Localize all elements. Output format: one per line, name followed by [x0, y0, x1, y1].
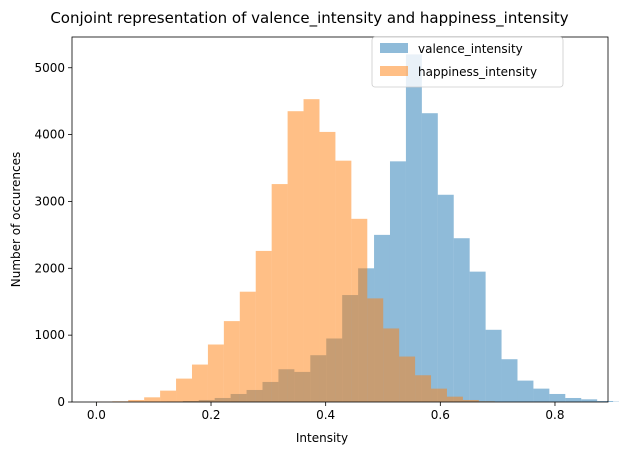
- bar-valence-23: [533, 388, 550, 402]
- x-tick-label-3: 0.6: [431, 408, 450, 422]
- y-tick-label-3: 3000: [34, 194, 65, 208]
- y-axis: 0 1000 2000 3000 4000 5000: [34, 61, 72, 409]
- bar-happiness-7: [207, 344, 224, 402]
- legend-label-valence: valence_intensity: [418, 42, 523, 56]
- y-tick-label-2: 2000: [34, 261, 65, 275]
- bar-valence-27: [597, 400, 614, 402]
- bar-valence-20: [485, 329, 502, 402]
- bar-happiness-11: [271, 184, 288, 402]
- x-axis-label: Intensity: [296, 431, 348, 445]
- legend: valence_intensity happiness_intensity: [371, 36, 564, 88]
- bar-happiness-5: [176, 378, 192, 402]
- bar-happiness-8: [223, 321, 240, 402]
- bar-happiness-15: [335, 160, 352, 402]
- bar-happiness-12: [287, 111, 304, 402]
- bar-happiness-16: [351, 218, 368, 402]
- bar-happiness-21: [431, 388, 447, 402]
- bar-happiness-20: [415, 375, 432, 402]
- bar-happiness-22: [446, 396, 463, 402]
- bar-valence-18: [453, 238, 470, 402]
- x-tick-label-4: 0.8: [545, 408, 564, 422]
- y-axis-label: Number of occurences: [9, 152, 23, 287]
- bar-valence-26: [581, 399, 598, 402]
- bar-valence-17: [437, 194, 454, 402]
- y-tick-label-4: 4000: [34, 128, 65, 142]
- bar-happiness-14: [319, 131, 336, 402]
- bar-happiness-9: [239, 291, 256, 402]
- bar-happiness-2: [128, 399, 145, 402]
- bars-layer: [96, 54, 619, 403]
- bar-valence-24: [549, 393, 566, 402]
- y-tick-label-5: 5000: [34, 61, 65, 75]
- bar-happiness-17: [367, 298, 384, 402]
- bar-valence-22: [517, 380, 534, 402]
- y-tick-label-1: 1000: [34, 328, 65, 342]
- bar-valence-15: [405, 54, 422, 402]
- bar-happiness-19: [399, 356, 416, 402]
- bar-happiness-13: [303, 99, 320, 403]
- bar-valence-16: [421, 113, 438, 402]
- x-tick-label-2: 0.4: [316, 408, 335, 422]
- bar-happiness-18: [383, 328, 400, 402]
- legend-swatch-happiness: [380, 66, 408, 76]
- y-tick-label-0: 0: [57, 395, 65, 409]
- bar-valence-21: [501, 359, 518, 402]
- bar-happiness-6: [191, 364, 208, 402]
- bar-valence-19: [469, 271, 486, 402]
- bar-happiness-23: [462, 399, 479, 402]
- x-axis: 0.0 0.2 0.4 0.6 0.8: [87, 402, 565, 422]
- bar-happiness-10: [255, 250, 272, 402]
- bar-valence-25: [565, 397, 582, 402]
- plot-frame: [71, 36, 609, 403]
- x-tick-label-1: 0.2: [201, 408, 220, 422]
- x-tick-label-0: 0.0: [87, 408, 106, 422]
- bar-happiness-4: [160, 390, 177, 402]
- legend-swatch-valence: [380, 43, 408, 53]
- bar-happiness-3: [144, 397, 161, 402]
- legend-label-happiness: happiness_intensity: [418, 65, 537, 79]
- legend-box: [371, 36, 564, 88]
- chart-title: Conjoint representation of valence_inten…: [50, 9, 568, 28]
